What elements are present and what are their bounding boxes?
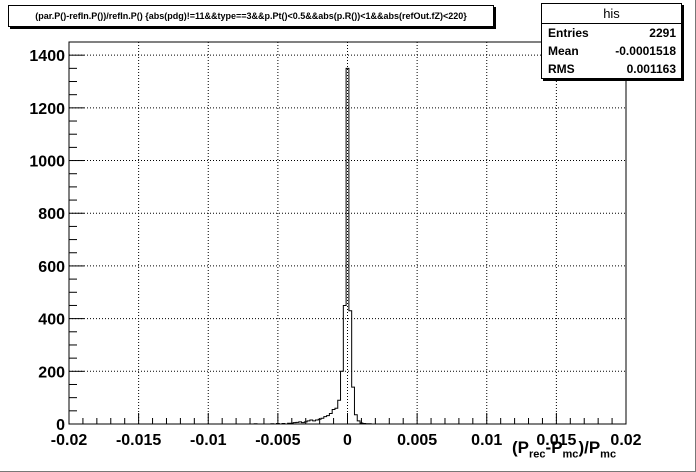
histogram-bin bbox=[335, 408, 338, 424]
tick-labels: -0.02 -0.015 -0.01 -0.005 0 0.005 0.01 0.015 0.0… bbox=[29, 48, 641, 449]
y-tick-label: 400 bbox=[38, 312, 65, 329]
y-tick-label: 0 bbox=[56, 417, 65, 434]
x-tick-label: 0.005 bbox=[397, 432, 437, 449]
y-tick-label: 1200 bbox=[29, 101, 65, 118]
x-tick-label: 0 bbox=[343, 432, 352, 449]
axis-ticks bbox=[68, 41, 627, 425]
stats-row-entries: Entries 2291 bbox=[542, 24, 681, 42]
x-tick-label: 0.02 bbox=[610, 432, 641, 449]
stats-row-mean: Mean -0.0001518 bbox=[542, 42, 681, 60]
histogram bbox=[253, 67, 372, 425]
stats-row-rms: RMS 0.001163 bbox=[542, 60, 681, 78]
y-tick-label: 600 bbox=[38, 259, 65, 276]
grid bbox=[69, 42, 626, 424]
y-tick-label: 800 bbox=[38, 206, 65, 223]
stats-value: 2291 bbox=[649, 26, 676, 40]
y-tick-label: 1400 bbox=[29, 48, 65, 65]
plot-title: (par.P()-refIn.P())/refIn.P() {abs(pdg)!… bbox=[8, 5, 494, 27]
x-tick-label: -0.005 bbox=[255, 432, 300, 449]
x-tick-label: 0.01 bbox=[471, 432, 502, 449]
y-tick-label: 200 bbox=[38, 364, 65, 381]
stats-name: his bbox=[542, 4, 681, 24]
x-tick-label: 0.015 bbox=[536, 432, 576, 449]
x-tick-label: -0.01 bbox=[190, 432, 227, 449]
stats-value: 0.001163 bbox=[626, 62, 676, 76]
x-axis-label: (Prec-Pmc)/Pmc bbox=[512, 438, 617, 461]
stats-label: Mean bbox=[548, 44, 579, 58]
stats-label: Entries bbox=[548, 26, 589, 40]
y-tick-label: 1000 bbox=[29, 154, 65, 171]
stats-value: -0.0001518 bbox=[615, 44, 676, 58]
histogram-outline bbox=[253, 67, 372, 425]
stats-box: his Entries 2291 Mean -0.0001518 RMS 0.0… bbox=[541, 3, 682, 79]
stats-label: RMS bbox=[548, 62, 575, 76]
x-tick-label: -0.015 bbox=[116, 432, 161, 449]
x-tick-label: -0.02 bbox=[51, 432, 88, 449]
